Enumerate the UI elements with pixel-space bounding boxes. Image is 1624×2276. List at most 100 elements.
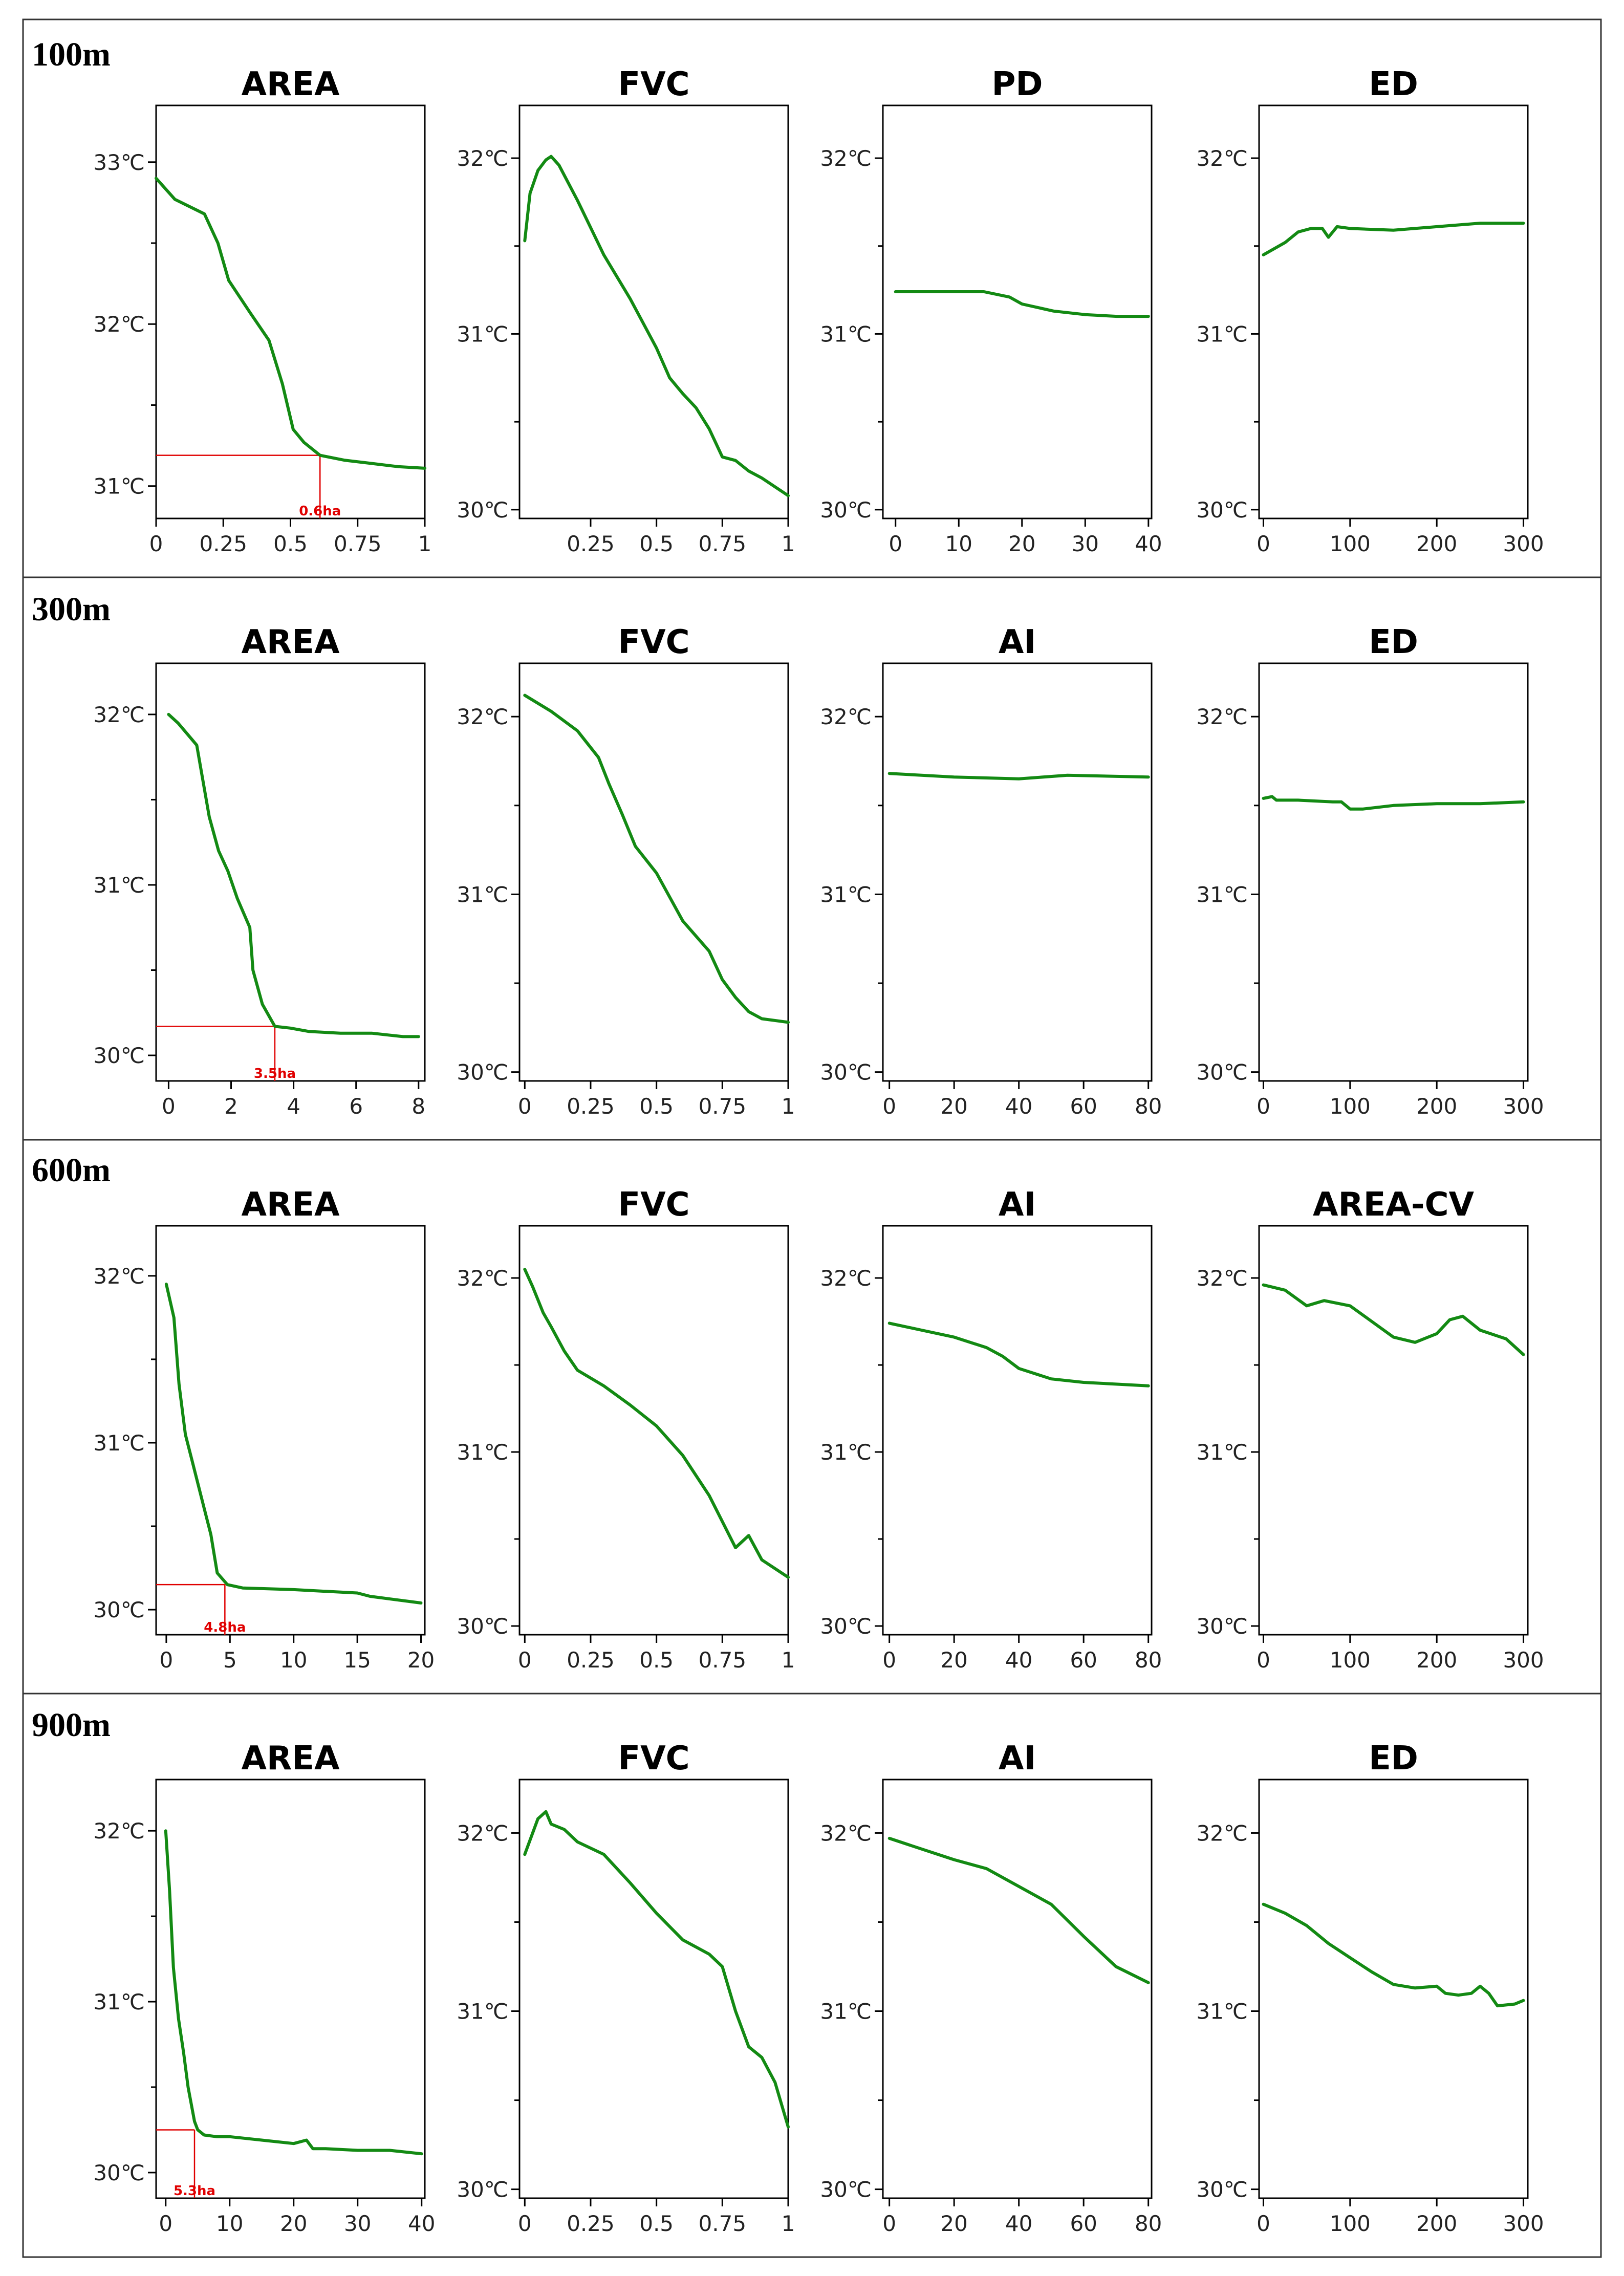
panel-r0c1-xtick-label-2: 0.75: [699, 531, 747, 556]
panel-r3c0-ytick-label-2: 32℃: [93, 1818, 145, 1844]
panel-r1c3-xtick-label-0: 0: [1257, 1094, 1270, 1119]
panel-r3c2-plot-frame: [882, 1779, 1153, 2199]
panel-r3c1: FVC 30℃ 31℃ 32℃ 0 0.25 0.5 0.75 1: [457, 1740, 795, 2236]
panel-r1c3-ytick-label-0: 30℃: [1196, 1060, 1248, 1085]
panel-r1c0-ytick-label-1: 31℃: [93, 873, 145, 898]
panel-r2c1-title: FVC: [618, 1186, 689, 1224]
panel-r0c1-xtick-label-1: 0.5: [639, 531, 674, 556]
panel-r0c1-ytick-label-0: 30℃: [457, 497, 508, 523]
panel-r2c2-xtick-label-1: 20: [940, 1648, 967, 1673]
panel-r3c1-ytick-label-0: 30℃: [457, 2177, 508, 2202]
panel-r3c2-xtick-label-2: 40: [1005, 2211, 1032, 2236]
panel-r2c3-title: AREA-CV: [1313, 1186, 1475, 1224]
panel-r0c0-xtick-label-2: 0.5: [273, 531, 308, 556]
panel-r2c2: AI 30℃ 31℃ 32℃ 0 20 40 60 80: [820, 1186, 1162, 1673]
panel-r3c2-xtick-label-4: 80: [1135, 2211, 1162, 2236]
panel-r1c2-series-line: [887, 772, 1150, 781]
panel-r0c3-xtick-label-1: 100: [1330, 531, 1371, 556]
panel-r1c0-xtick-label-2: 4: [287, 1094, 300, 1119]
panel-r3c1-xtick-label-1: 0.25: [567, 2211, 615, 2236]
panel-r2c1-xtick-label-3: 0.75: [699, 1648, 747, 1673]
panel-r2c3-xtick-label-0: 0: [1257, 1648, 1270, 1673]
row-frame-3: [22, 1693, 1602, 2258]
panel-r1c2-xtick-label-0: 0: [882, 1094, 896, 1119]
panel-r3c0-ytick-label-1: 31℃: [93, 1989, 145, 2014]
panel-r1c3-ytick-label-1: 31℃: [1196, 882, 1248, 907]
panel-r3c0-threshold-label: 5.3ha: [174, 2183, 215, 2199]
panel-r2c1-ytick-label-2: 32℃: [457, 1266, 508, 1291]
panel-r2c3-xtick-label-2: 200: [1416, 1648, 1457, 1673]
panel-r3c0-xtick-label-2: 20: [280, 2211, 307, 2236]
panel-r2c0-xtick-label-1: 5: [223, 1648, 237, 1673]
panel-r0c3-ytick-label-2: 32℃: [1196, 146, 1248, 171]
panel-r2c3-plot-frame: [1258, 1225, 1529, 1636]
panel-r1c2-ytick-label-2: 32℃: [820, 704, 872, 729]
panel-r1c2-xtick-label-2: 40: [1005, 1094, 1032, 1119]
panel-r3c1-xtick-label-2: 0.5: [639, 2211, 674, 2236]
panel-r1c3-series-line: [1262, 795, 1525, 811]
row-label-600m: 600m: [32, 1152, 111, 1189]
panel-r1c3-xtick-label-3: 300: [1503, 1094, 1544, 1119]
panel-r1c2-title: AI: [999, 623, 1036, 661]
panel-r0c1-xtick-label-0: 0.25: [567, 531, 615, 556]
panel-r0c0-xtick-label-3: 0.75: [334, 531, 382, 556]
panel-r2c1-ytick-label-0: 30℃: [457, 1614, 508, 1639]
panel-r1c1-series-line: [523, 693, 790, 1024]
panel-r2c2-ytick-label-0: 30℃: [820, 1614, 872, 1639]
panel-r0c0-xtick-label-1: 0.25: [199, 531, 247, 556]
panel-r3c0-xtick-label-3: 30: [344, 2211, 371, 2236]
panel-r2c2-ytick-label-1: 31℃: [820, 1440, 872, 1465]
panel-r1c1-xtick-label-4: 1: [782, 1094, 795, 1119]
panel-r1c2: AI 30℃ 31℃ 32℃ 0 20 40 60 80: [820, 623, 1162, 1119]
panel-r0c0-title: AREA: [241, 66, 340, 103]
panel-r2c2-xtick-label-0: 0: [882, 1648, 896, 1673]
panel-r0c0-ytick-label-0: 31℃: [93, 474, 145, 499]
panel-r1c0-ytick-label-2: 32℃: [93, 702, 145, 727]
row-label-900m: 900m: [32, 1706, 111, 1744]
panel-r2c0-threshold-label: 4.8ha: [204, 1620, 246, 1635]
panel-r1c2-xtick-label-3: 60: [1070, 1094, 1097, 1119]
panel-r0c1-title: FVC: [618, 66, 689, 103]
panel-r3c3-xtick-label-0: 0: [1257, 2211, 1270, 2236]
panel-r0c0-xtick-label-0: 0: [149, 531, 163, 556]
panel-r1c0-plot-frame: [155, 662, 426, 1082]
panel-r3c2-ytick-label-2: 32℃: [820, 1820, 872, 1846]
panel-r2c0-xtick-label-2: 10: [280, 1648, 307, 1673]
panel-r0c2-xtick-label-4: 40: [1135, 531, 1162, 556]
panel-r3c1-xtick-label-4: 1: [782, 2211, 795, 2236]
panel-r1c0-ytick-label-0: 30℃: [93, 1043, 145, 1068]
panel-r1c3-xtick-label-1: 100: [1330, 1094, 1371, 1119]
row-label-100m: 100m: [32, 36, 111, 73]
panel-r2c3-xtick-label-3: 300: [1503, 1648, 1544, 1673]
panel-r1c1-ytick-label-2: 32℃: [457, 704, 508, 729]
panel-r1c3: ED 30℃ 31℃ 32℃ 0 100 200 300: [1196, 623, 1544, 1119]
panel-r0c1-plot-frame: [518, 104, 789, 519]
panel-r3c1-ytick-label-2: 32℃: [457, 1820, 508, 1846]
panel-r1c0-title: AREA: [241, 623, 340, 661]
panel-r0c3-xtick-label-3: 300: [1503, 531, 1544, 556]
panel-r2c3-series-line: [1262, 1283, 1525, 1356]
panel-r1c2-ytick-label-1: 31℃: [820, 882, 872, 907]
panel-r1c1-xtick-label-0: 0: [518, 1094, 532, 1119]
panel-r0c3-plot-frame: [1258, 104, 1529, 519]
panel-r3c0-xtick-label-0: 0: [159, 2211, 172, 2236]
panel-r0c2-title: PD: [991, 66, 1043, 103]
panel-r3c0-plot-frame: [155, 1779, 426, 2199]
panel-r2c1: FVC 30℃ 31℃ 32℃ 0 0.25 0.5 0.75 1: [457, 1186, 795, 1673]
panel-r0c0-xtick-label-4: 1: [418, 531, 432, 556]
panel-r0c2-series-line: [894, 290, 1150, 318]
panel-r0c3-title: ED: [1369, 66, 1418, 103]
panel-r1c3-xtick-label-2: 200: [1416, 1094, 1457, 1119]
panel-r2c3-ytick-label-1: 31℃: [1196, 1440, 1248, 1465]
panel-r1c3-ytick-label-2: 32℃: [1196, 704, 1248, 729]
panel-r2c2-title: AI: [999, 1186, 1036, 1224]
panel-r0c1-series-line: [523, 155, 790, 497]
panel-r0c2-ytick-label-2: 32℃: [820, 146, 872, 171]
panel-r1c3-plot-frame: [1258, 662, 1529, 1082]
panel-r1c1: FVC 30℃ 31℃ 32℃ 0 0.25 0.5 0.75 1: [457, 623, 795, 1119]
panel-r1c0: AREA 30℃ 31℃ 32℃ 0 2 4 6 8 3.5ha: [93, 623, 426, 1119]
panel-r3c2-ytick-label-0: 30℃: [820, 2177, 872, 2202]
panel-r0c3-xtick-label-0: 0: [1257, 531, 1270, 556]
panel-r3c1-title: FVC: [618, 1740, 689, 1778]
panel-r0c3-xtick-label-2: 200: [1416, 531, 1457, 556]
